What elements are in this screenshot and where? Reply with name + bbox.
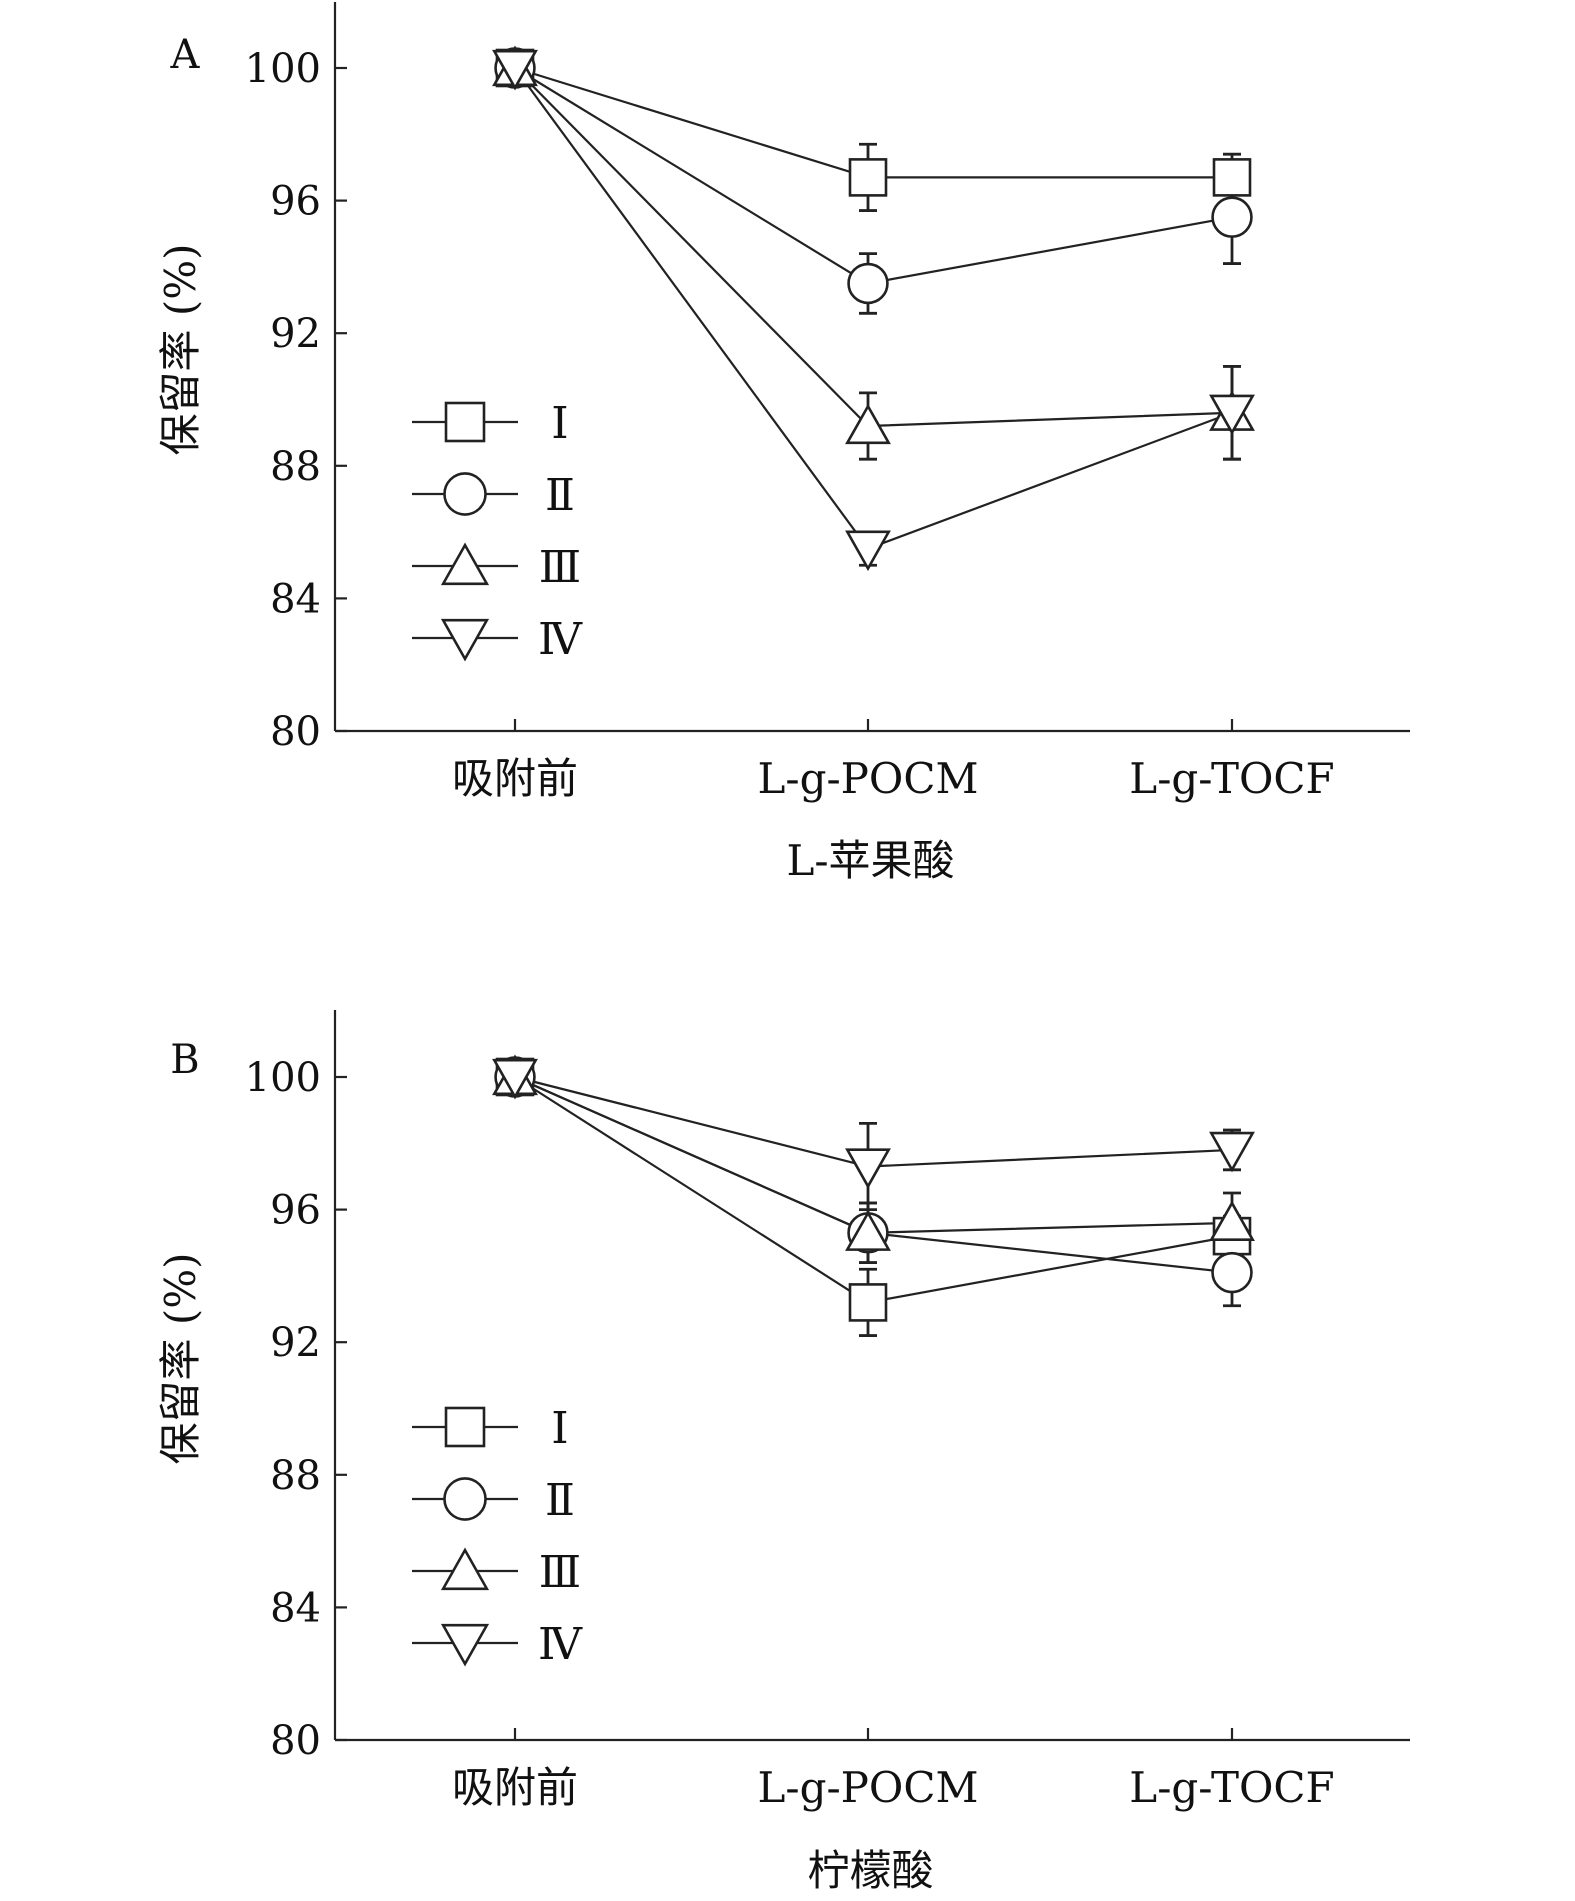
legend-label: Ⅳ [538,1619,583,1670]
x-tick-label: 吸附前 [452,1763,578,1812]
data-point-series-4 [845,1148,891,1189]
legend: Ⅰ Ⅱ Ⅲ Ⅳ [412,398,583,665]
legend-marker [444,1406,486,1448]
data-point-series-1 [1212,158,1252,197]
legend-marker [443,472,487,516]
data-point-series-4 [492,1058,538,1100]
series-line-3 [514,67,1233,428]
y-tick-label: 92 [270,311,321,357]
x-axis-label: L-苹果酸 [786,836,954,885]
legend-label: Ⅲ [539,542,581,593]
legend-label: Ⅰ [551,398,568,449]
data-point-series-2 [847,262,889,305]
data-point-series-4 [845,530,891,572]
y-tick-label: 80 [270,709,321,755]
data-point-series-2 [1211,1251,1253,1294]
y-tick-label: 96 [270,1188,321,1234]
data-point-series-1 [848,1283,888,1322]
legend-label: Ⅱ [545,1475,575,1526]
series-line-4 [514,67,1233,550]
legend-marker [440,618,490,662]
y-axis-label: 保留率 (%) [156,243,205,455]
y-tick-label: 84 [270,1585,321,1631]
data-point-series-3 [1209,1200,1255,1241]
x-tick-label: L-g-POCM [758,1763,979,1812]
x-tick-label: L-g-POCM [758,754,979,803]
panel-label: A [170,32,201,78]
legend-marker [440,1623,490,1667]
y-tick-label: 84 [270,576,321,622]
x-axis-label: 柠檬酸 [807,1846,933,1895]
x-tick-label: L-g-TOCF [1129,1763,1334,1812]
y-tick-label: 88 [270,444,321,490]
panel-label: B [170,1037,199,1083]
legend-marker [444,401,486,443]
legend-label: Ⅲ [539,1547,581,1598]
y-tick-label: 100 [245,1055,321,1101]
y-tick-label: 96 [270,179,321,225]
x-tick-label: 吸附前 [452,754,578,803]
y-tick-label: 88 [270,1453,321,1499]
y-tick-label: 80 [270,1718,321,1764]
legend-marker [440,542,490,586]
data-point-series-3 [845,403,891,445]
chart-panel-a: 80 84 88 92 96 100 吸附前 L-g-POCM L-g-TOCF L-苹果酸 保留率… [156,2,1410,885]
data-point-series-3 [845,1210,891,1251]
data-point-series-4 [1209,394,1255,436]
data-point-series-4 [1209,1131,1255,1173]
y-tick-label: 100 [245,46,321,92]
legend-label: Ⅰ [551,1403,568,1454]
legend-marker [440,1547,490,1591]
data-point-series-2 [1211,196,1253,238]
legend-label: Ⅱ [545,470,575,521]
y-axis-label: 保留率 (%) [156,1252,205,1464]
legend-marker [443,1477,487,1521]
legend: Ⅰ Ⅱ Ⅲ Ⅳ [412,1403,583,1670]
x-tick-label: L-g-TOCF [1129,754,1334,803]
data-point-series-1 [848,158,888,197]
legend-label: Ⅳ [538,614,583,665]
y-tick-label: 92 [270,1320,321,1366]
data-point-series-4 [492,49,538,91]
chart-panel-b: 80 84 88 92 96 100 吸附前 L-g-POCM L-g-TOCF 柠檬酸 保留率 (… [156,1010,1410,1895]
